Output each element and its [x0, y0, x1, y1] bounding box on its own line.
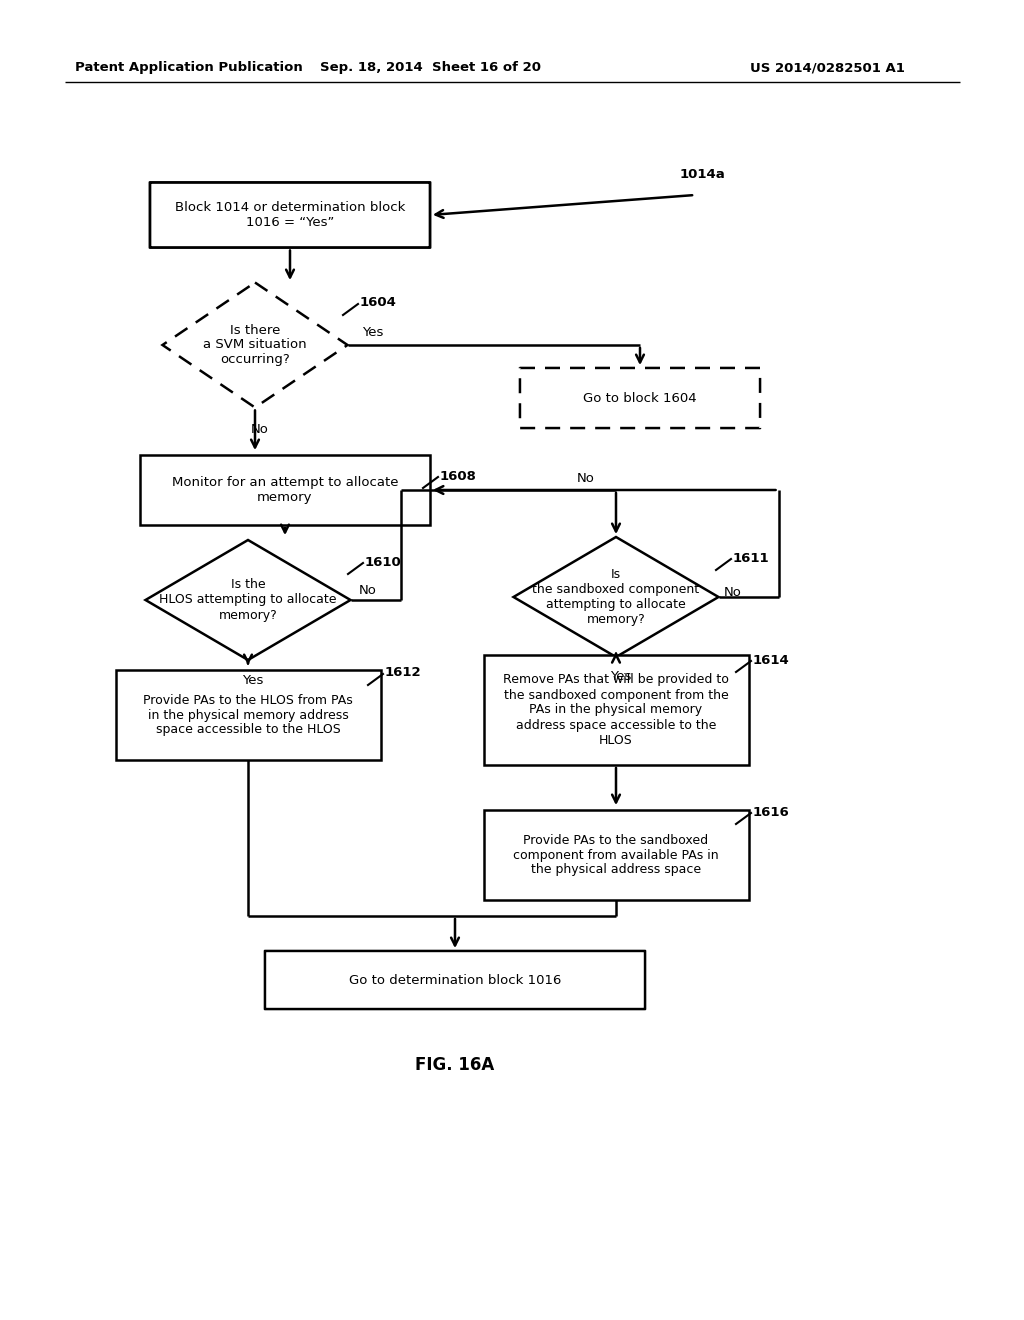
Text: Block 1014 or determination block
1016 = “Yes”: Block 1014 or determination block 1016 =…	[175, 201, 406, 228]
Text: 1611: 1611	[733, 552, 770, 565]
Text: 1610: 1610	[365, 556, 401, 569]
FancyBboxPatch shape	[265, 950, 645, 1008]
FancyBboxPatch shape	[150, 182, 430, 248]
Text: Yes: Yes	[362, 326, 384, 339]
Text: Sep. 18, 2014  Sheet 16 of 20: Sep. 18, 2014 Sheet 16 of 20	[319, 62, 541, 74]
Text: No: No	[724, 586, 741, 598]
FancyBboxPatch shape	[116, 671, 381, 760]
Text: FIG. 16A: FIG. 16A	[416, 1056, 495, 1074]
Text: Provide PAs to the sandboxed
component from available PAs in
the physical addres: Provide PAs to the sandboxed component f…	[513, 833, 719, 876]
Text: Remove PAs that will be provided to
the sandboxed component from the
PAs in the : Remove PAs that will be provided to the …	[503, 673, 729, 747]
Text: Is the
HLOS attempting to allocate
memory?: Is the HLOS attempting to allocate memor…	[160, 578, 337, 622]
Text: 1608: 1608	[440, 470, 477, 483]
Text: 1612: 1612	[385, 667, 422, 680]
FancyBboxPatch shape	[483, 655, 749, 766]
FancyBboxPatch shape	[483, 810, 749, 900]
Text: US 2014/0282501 A1: US 2014/0282501 A1	[750, 62, 905, 74]
FancyBboxPatch shape	[520, 368, 760, 428]
Text: Patent Application Publication: Patent Application Publication	[75, 62, 303, 74]
Text: Provide PAs to the HLOS from PAs
in the physical memory address
space accessible: Provide PAs to the HLOS from PAs in the …	[143, 693, 353, 737]
Text: No: No	[251, 422, 269, 436]
Text: Go to block 1604: Go to block 1604	[584, 392, 696, 404]
Text: 1604: 1604	[360, 297, 397, 309]
Text: Is there
a SVM situation
occurring?: Is there a SVM situation occurring?	[203, 323, 307, 367]
Text: Go to determination block 1016: Go to determination block 1016	[349, 974, 561, 986]
Text: No: No	[578, 471, 595, 484]
Text: 1014a: 1014a	[680, 169, 726, 181]
Text: Yes: Yes	[610, 671, 632, 684]
FancyBboxPatch shape	[140, 455, 430, 525]
Text: 1614: 1614	[753, 653, 790, 667]
Text: Is
the sandboxed component
attempting to allocate
memory?: Is the sandboxed component attempting to…	[532, 568, 699, 626]
Text: Yes: Yes	[243, 673, 264, 686]
Text: 1616: 1616	[753, 805, 790, 818]
Text: Monitor for an attempt to allocate
memory: Monitor for an attempt to allocate memor…	[172, 477, 398, 504]
Text: No: No	[358, 583, 377, 597]
